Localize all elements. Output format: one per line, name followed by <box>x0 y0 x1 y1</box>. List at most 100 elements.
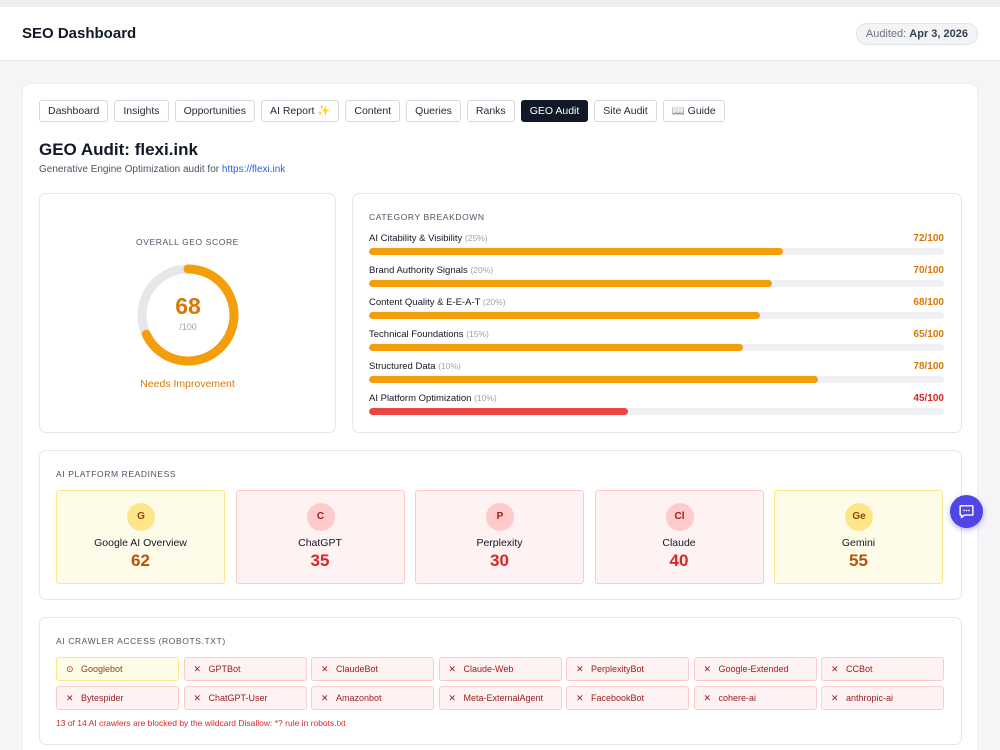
crawler-name: CCBot <box>846 664 873 674</box>
main-card: Dashboard Insights Opportunities AI Report … <box>22 83 978 750</box>
crawler-name: Googlebot <box>81 664 123 674</box>
crawler-chip: ✕ GPTBot <box>183 657 307 681</box>
page-subtitle: Generative Engine Optimization audit for… <box>39 164 285 175</box>
audited-date: Apr 3, 2026 <box>909 28 968 40</box>
crawler-chip: ✕ ChatGPT-User <box>183 686 307 710</box>
tab-opportunities[interactable]: Opportunities <box>174 100 256 122</box>
blocked-x-icon: ✕ <box>576 664 584 674</box>
crawler-chip: ✕ Google-Extended <box>693 657 817 681</box>
platform-readiness-panel: AI Platform Readiness G Google AI Overvie… <box>39 450 962 600</box>
subtitle-text: Generative Engine Optimization audit for <box>39 164 220 175</box>
category-row: Content Quality & E-E-A-T (20%) 68/100 <box>369 297 944 321</box>
chat-bubble-icon <box>959 505 974 519</box>
category-bar-fill <box>369 344 743 351</box>
platform-card-perplexity: P Perplexity 30 <box>415 490 584 584</box>
category-bar-track <box>369 312 944 319</box>
category-label: Structured Data <box>369 361 436 372</box>
blocked-x-icon: ✕ <box>831 693 839 703</box>
overall-score-max: /100 <box>179 322 197 332</box>
tab-insights[interactable]: Insights <box>114 100 169 122</box>
tab-ranks[interactable]: Ranks <box>466 100 515 122</box>
crawler-name: Bytespider <box>81 693 124 703</box>
blocked-x-icon: ✕ <box>193 693 202 703</box>
score-gauge <box>137 264 239 366</box>
top-strip <box>0 0 1000 7</box>
site-url-link[interactable]: https://flexi.ink <box>221 164 286 175</box>
category-row: AI Citability & Visibility (25%) 72/100 <box>369 233 944 257</box>
platform-name: Perplexity <box>476 537 523 549</box>
platform-badge: P <box>486 503 514 531</box>
tab-queries[interactable]: Queries <box>406 100 461 122</box>
category-breakdown-heading: Category Breakdown <box>369 212 485 222</box>
category-label: AI Citability & Visibility <box>369 233 463 244</box>
tab-bar: Dashboard Insights Opportunities AI Report … <box>39 100 725 122</box>
audited-label: Audited: <box>865 28 907 40</box>
crawler-chip: ✕ Meta-ExternalAgent <box>438 686 562 710</box>
platform-score: 30 <box>490 551 509 570</box>
category-bar-track <box>369 408 944 415</box>
category-bar-fill <box>369 376 818 383</box>
platform-score: 35 <box>310 551 330 570</box>
platform-badge: Ge <box>845 503 873 531</box>
blocked-x-icon: ✕ <box>448 664 457 674</box>
crawler-chip: ✕ ClaudeBot <box>311 657 434 681</box>
category-weight: (10%) <box>474 393 497 403</box>
category-score: 72/100 <box>913 233 944 244</box>
page-title: GEO Audit: flexi.ink <box>39 140 198 159</box>
platform-card-claude: Cl Claude 40 <box>594 490 764 584</box>
crawler-name: Claude-Web <box>463 664 514 674</box>
category-row: AI Platform Optimization (10%) 45/100 <box>369 393 944 417</box>
category-name: AI Platform Optimization (10%) <box>369 393 497 404</box>
tab-ai-report[interactable]: AI Report ✨ <box>261 100 340 122</box>
category-name: AI Citability & Visibility (25%) <box>369 233 488 244</box>
gauge-arc <box>137 264 239 366</box>
allowed-icon: ⊙ <box>66 664 74 674</box>
overall-score-status: Needs Improvement <box>140 378 235 390</box>
overall-score-panel: Overall GEO Score 68 /100 Needs Improvem… <box>39 193 336 433</box>
app-header: SEO Dashboard Audited: Apr 3, 2026 <box>0 7 1000 61</box>
tab-content[interactable]: Content <box>345 100 401 122</box>
overall-score-heading: Overall GEO Score <box>136 237 239 247</box>
category-label: AI Platform Optimization <box>369 393 472 404</box>
platform-card-google-ai-overview: G Google AI Overview 62 <box>56 490 225 584</box>
category-name: Structured Data (10%) <box>369 361 461 372</box>
platform-badge: G <box>127 503 155 531</box>
crawler-chip: ✕ Amazonbot <box>311 686 434 710</box>
category-weight: (10%) <box>438 361 461 371</box>
tab-dashboard[interactable]: Dashboard <box>39 100 109 122</box>
crawler-name: cohere-ai <box>718 693 757 703</box>
platform-badge: C <box>306 503 335 531</box>
tab-guide[interactable]: 📖 Guide <box>662 100 725 122</box>
platform-name: Google AI Overview <box>94 537 187 549</box>
category-score: 78/100 <box>913 361 944 372</box>
platform-card-gemini: Ge Gemini 55 <box>774 490 943 584</box>
platform-name: ChatGPT <box>298 537 342 549</box>
category-bar-fill <box>369 280 772 287</box>
category-weight: (25%) <box>464 233 488 243</box>
crawler-name: Google-Extended <box>718 664 789 674</box>
category-name: Content Quality & E-E-A-T (20%) <box>369 297 506 308</box>
crawler-name: FacebookBot <box>591 693 645 703</box>
overall-score-value: 68 <box>175 293 201 319</box>
app-title: SEO Dashboard <box>22 25 137 42</box>
chat-button[interactable] <box>950 495 983 528</box>
crawler-name: GPTBot <box>208 664 241 674</box>
category-bar-fill <box>369 408 628 415</box>
blocked-x-icon: ✕ <box>703 693 712 703</box>
platform-score: 62 <box>131 551 150 570</box>
blocked-x-icon: ✕ <box>576 693 584 703</box>
tab-site-audit[interactable]: Site Audit <box>594 100 657 122</box>
crawler-name: ChatGPT-User <box>208 693 268 703</box>
category-row: Technical Foundations (15%) 65/100 <box>369 329 944 353</box>
platform-name: Gemini <box>841 537 876 549</box>
tab-geo-audit[interactable]: GEO Audit <box>520 100 589 122</box>
platform-card-chatgpt: C ChatGPT 35 <box>235 490 405 584</box>
crawler-name: Meta-ExternalAgent <box>463 693 544 703</box>
crawler-chip: ✕ Claude-Web <box>438 657 562 681</box>
audited-badge: Audited: Apr 3, 2026 <box>855 23 978 45</box>
blocked-x-icon: ✕ <box>66 693 74 703</box>
crawler-chip: ✕ Bytespider <box>56 686 179 710</box>
category-score: 65/100 <box>913 329 944 340</box>
crawler-chip: ⊙ Googlebot <box>56 657 179 681</box>
crawler-chip: ✕ CCBot <box>821 657 944 681</box>
